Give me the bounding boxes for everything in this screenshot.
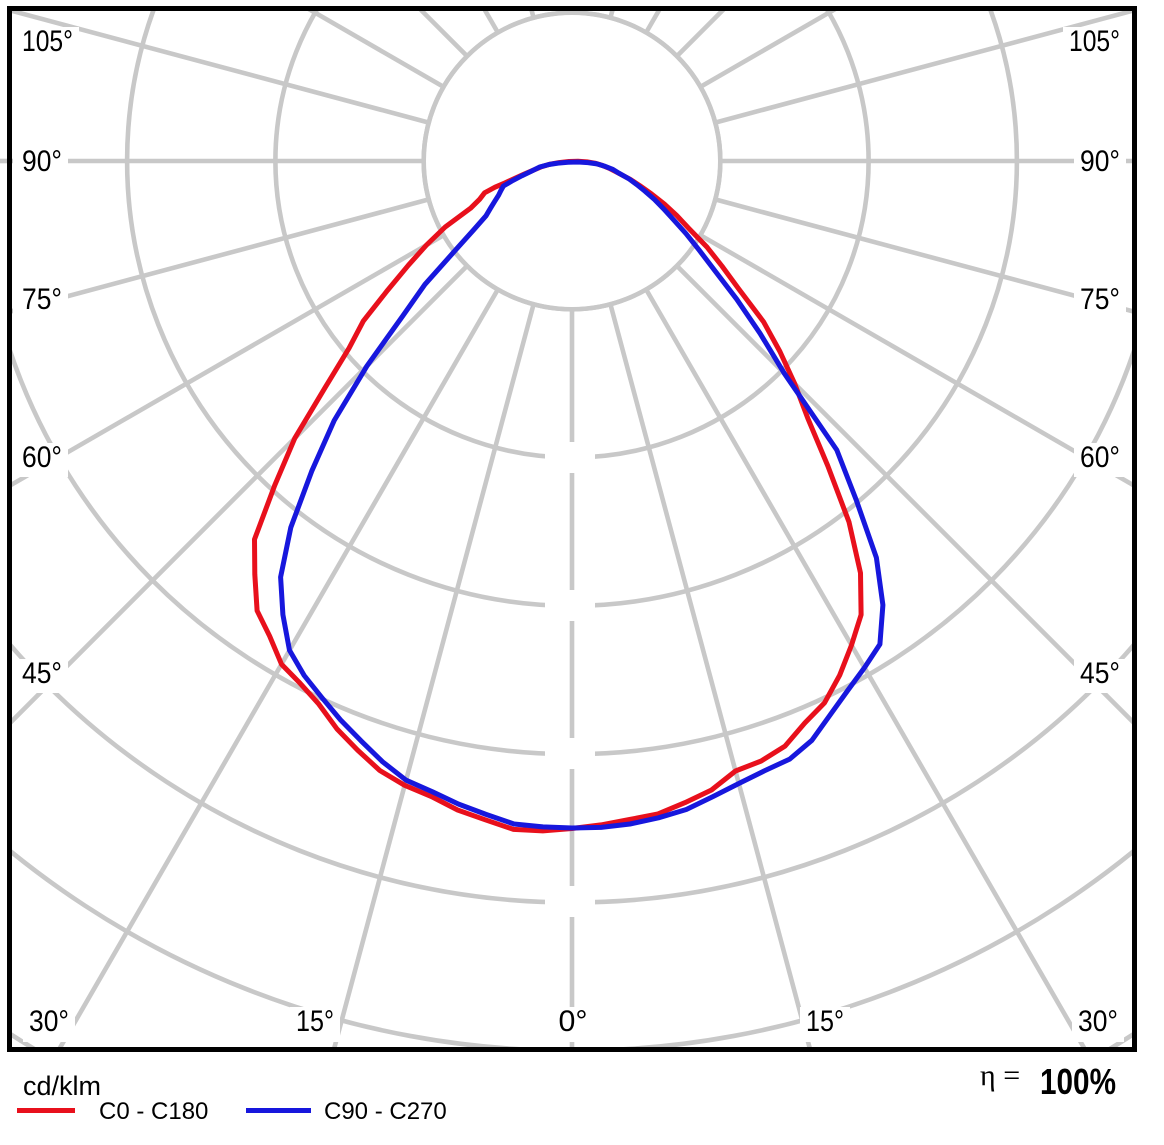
svg-text:η =: η =	[980, 1059, 1020, 1092]
svg-text:C90 - C270: C90 - C270	[324, 1098, 447, 1125]
svg-text:45°: 45°	[22, 657, 62, 690]
svg-text:105°: 105°	[22, 25, 73, 58]
svg-text:15°: 15°	[806, 1005, 844, 1038]
svg-text:60°: 60°	[1080, 441, 1120, 474]
svg-text:cd/klm: cd/klm	[23, 1071, 101, 1101]
svg-text:75°: 75°	[1080, 283, 1120, 316]
svg-text:45°: 45°	[1080, 657, 1120, 690]
svg-text:90°: 90°	[1080, 145, 1120, 178]
svg-text:15°: 15°	[296, 1005, 334, 1038]
svg-text:30°: 30°	[29, 1005, 69, 1038]
svg-text:C0 - C180: C0 - C180	[99, 1098, 208, 1125]
svg-text:75°: 75°	[22, 283, 62, 316]
svg-text:105°: 105°	[1069, 25, 1120, 58]
svg-text:60°: 60°	[22, 441, 62, 474]
svg-text:100%: 100%	[1040, 1061, 1116, 1102]
svg-text:90°: 90°	[22, 145, 62, 178]
svg-text:0°: 0°	[559, 1005, 588, 1038]
svg-text:30°: 30°	[1078, 1005, 1118, 1038]
